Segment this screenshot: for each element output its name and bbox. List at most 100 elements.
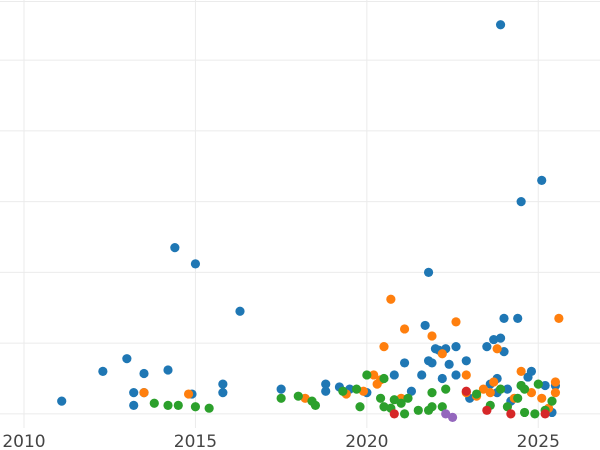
data-point-orange bbox=[554, 313, 564, 323]
data-point-blue bbox=[495, 20, 506, 30]
data-point-green bbox=[149, 398, 159, 408]
data-point-green bbox=[519, 384, 530, 394]
data-point-blue bbox=[218, 388, 228, 398]
data-point-blue bbox=[389, 370, 399, 380]
x-tick-label: 2025 bbox=[517, 432, 560, 450]
data-point-blue bbox=[129, 400, 139, 410]
data-point-blue bbox=[276, 384, 286, 394]
data-point-orange bbox=[516, 366, 526, 377]
data-point-orange bbox=[379, 342, 389, 352]
data-point-blue bbox=[437, 373, 447, 384]
data-point-green bbox=[427, 388, 437, 398]
grid-lines bbox=[0, 0, 600, 428]
data-point-orange bbox=[437, 349, 447, 359]
data-point-blue bbox=[513, 313, 523, 323]
data-point-blue bbox=[526, 366, 537, 377]
data-point-blue bbox=[235, 306, 245, 316]
data-point-green bbox=[190, 402, 201, 412]
data-point-red bbox=[540, 409, 550, 419]
data-point-green bbox=[502, 402, 513, 412]
data-point-green bbox=[427, 402, 437, 412]
data-point-purple bbox=[441, 409, 451, 419]
data-point-orange bbox=[372, 379, 382, 389]
data-point-orange bbox=[485, 388, 495, 398]
data-point-blue bbox=[444, 359, 454, 369]
data-point-red bbox=[506, 409, 516, 419]
data-point-green bbox=[338, 386, 348, 396]
data-point-blue bbox=[489, 334, 499, 345]
data-point-green bbox=[310, 400, 321, 410]
data-point-orange bbox=[399, 324, 410, 334]
data-point-green bbox=[163, 400, 173, 410]
data-point-blue bbox=[321, 379, 331, 389]
data-point-blue bbox=[482, 342, 492, 352]
data-point-orange bbox=[427, 331, 437, 341]
data-point-orange bbox=[550, 388, 561, 398]
data-point-green bbox=[375, 393, 386, 403]
data-point-green bbox=[379, 402, 389, 412]
data-point-blue bbox=[499, 313, 509, 323]
data-point-blue bbox=[321, 386, 331, 396]
data-point-blue bbox=[420, 320, 430, 331]
data-point-orange bbox=[526, 388, 537, 398]
data-point-orange bbox=[451, 317, 461, 327]
data-point-blue bbox=[190, 259, 201, 269]
data-point-orange bbox=[537, 393, 547, 403]
data-point-orange bbox=[489, 377, 499, 387]
data-point-green bbox=[293, 391, 303, 401]
data-point-orange bbox=[139, 388, 149, 398]
data-point-purple bbox=[447, 412, 458, 422]
data-point-blue bbox=[98, 366, 108, 377]
data-point-green bbox=[413, 405, 423, 415]
data-point-blue bbox=[417, 370, 427, 380]
data-point-green bbox=[495, 384, 506, 394]
data-point-orange bbox=[492, 344, 502, 354]
data-point-green bbox=[519, 407, 530, 418]
data-point-blue bbox=[163, 365, 173, 375]
data-point-green bbox=[276, 393, 286, 403]
data-point-green bbox=[513, 393, 523, 403]
data-point-blue bbox=[57, 396, 67, 406]
data-point-green bbox=[355, 402, 365, 412]
data-point-orange bbox=[550, 377, 561, 387]
data-point-blue bbox=[406, 386, 417, 396]
data-point-green bbox=[403, 393, 413, 403]
x-tick-labels: 2010 2015 2020 2025 bbox=[2, 432, 560, 450]
x-tick-label: 2015 bbox=[174, 432, 217, 450]
data-point-orange bbox=[386, 294, 396, 304]
data-point-blue bbox=[129, 388, 139, 398]
data-point-red bbox=[482, 405, 492, 415]
data-point-red bbox=[389, 409, 399, 419]
data-point-green bbox=[389, 395, 399, 405]
data-point-blue bbox=[502, 384, 513, 394]
data-point-blue bbox=[537, 175, 547, 185]
data-point-orange bbox=[478, 384, 489, 394]
data-point-green bbox=[362, 370, 372, 380]
data-point-blue bbox=[218, 379, 228, 389]
data-point-orange bbox=[183, 389, 194, 399]
data-point-green bbox=[399, 409, 410, 419]
x-tick-label: 2010 bbox=[2, 432, 45, 450]
data-point-red bbox=[461, 386, 471, 396]
data-point-green bbox=[351, 384, 362, 394]
data-point-green bbox=[396, 398, 406, 408]
data-point-green bbox=[530, 409, 540, 419]
x-tick-label: 2020 bbox=[345, 432, 388, 450]
data-point-blue bbox=[427, 358, 437, 368]
data-point-blue bbox=[516, 197, 526, 207]
data-point-blue bbox=[122, 354, 132, 364]
data-point-green bbox=[547, 396, 557, 406]
data-point-green bbox=[173, 400, 183, 410]
data-point-blue bbox=[139, 368, 149, 379]
data-point-green bbox=[204, 403, 214, 413]
data-point-blue bbox=[399, 358, 410, 368]
data-point-green bbox=[533, 379, 543, 389]
data-point-blue bbox=[461, 356, 471, 366]
data-points bbox=[57, 20, 564, 422]
data-point-green bbox=[379, 373, 389, 384]
data-point-orange bbox=[461, 370, 471, 380]
data-point-blue bbox=[170, 243, 180, 253]
data-point-green bbox=[437, 402, 447, 412]
